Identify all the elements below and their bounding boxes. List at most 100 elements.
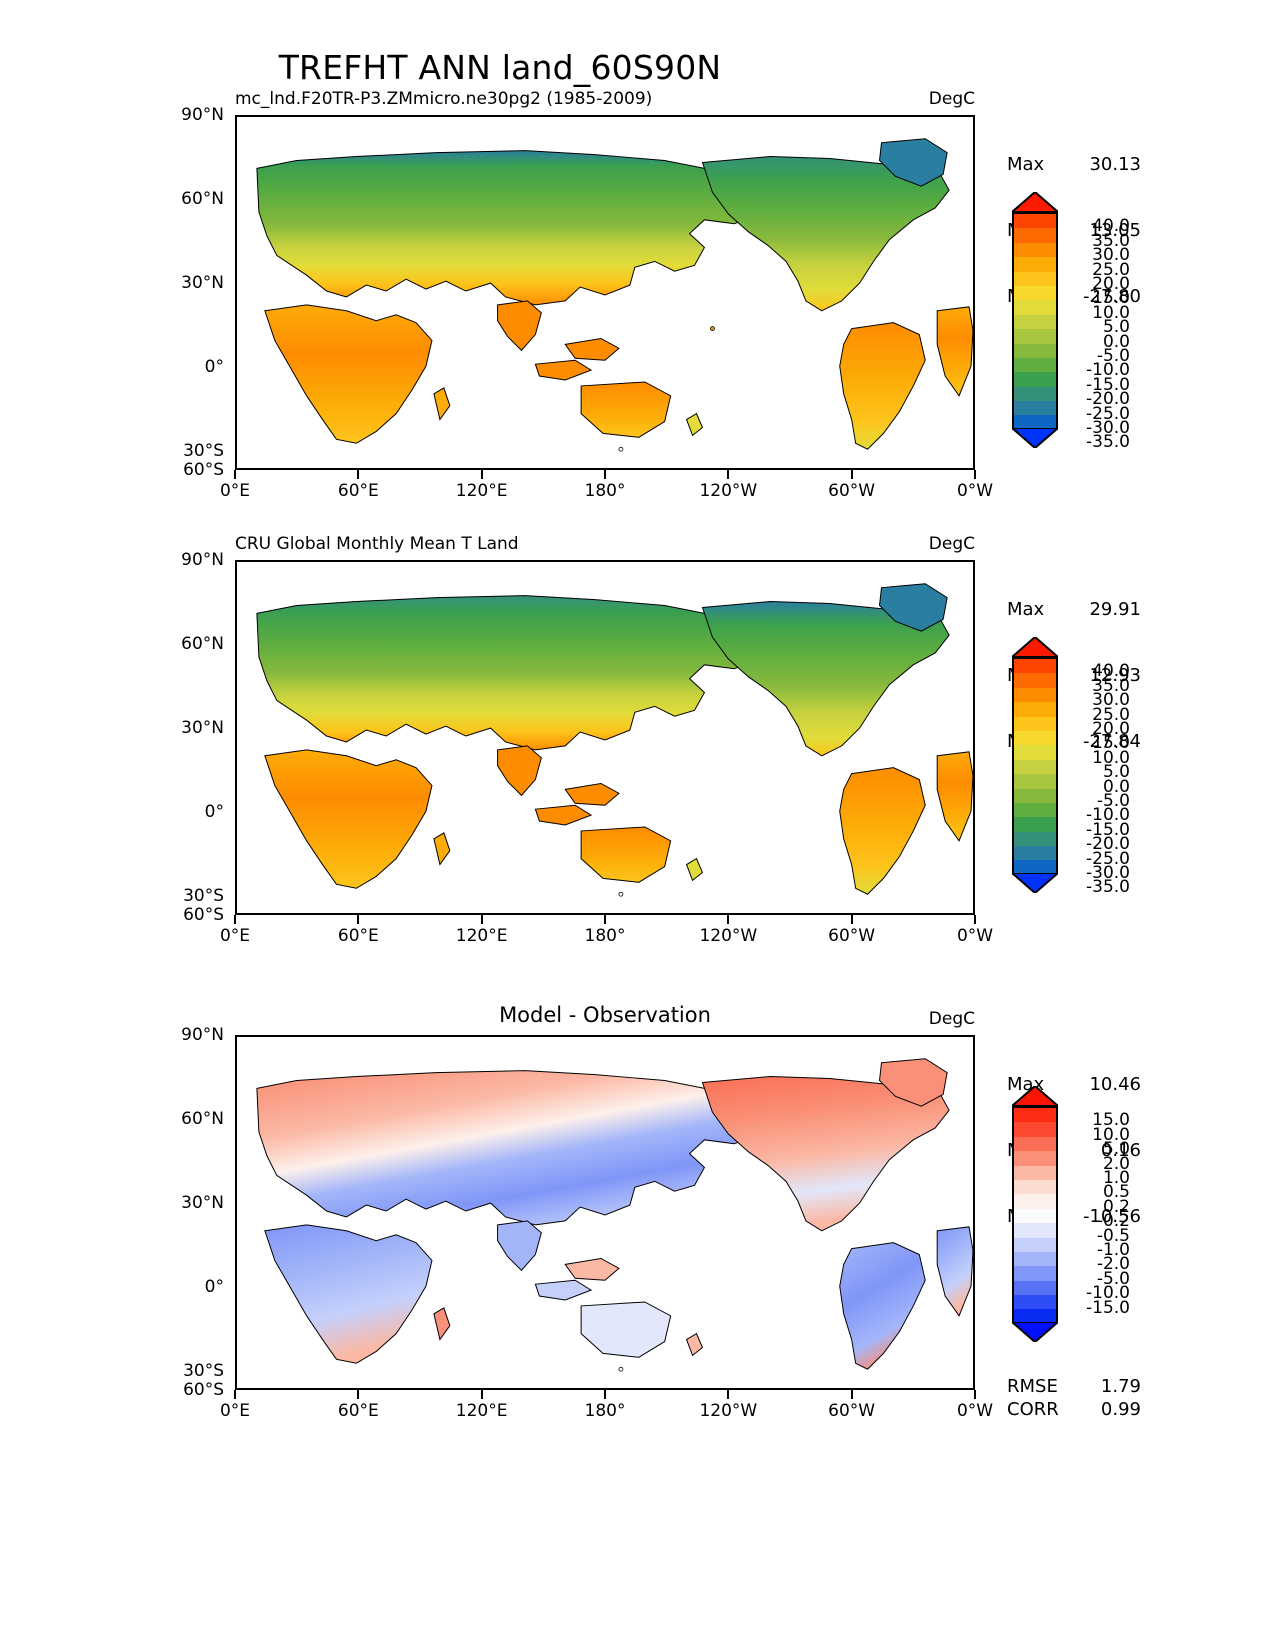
colorbar-segment: [1014, 1108, 1056, 1123]
colorbar-tick-label: -15.0: [1086, 374, 1130, 395]
colorbar-tick-label: 10.0: [1092, 302, 1130, 323]
colorbar-tick-label: -35.0: [1086, 432, 1130, 453]
colorbar-segment: [1014, 1136, 1056, 1152]
colorbar-tick-label: -0.2: [1096, 1211, 1130, 1232]
colorbar-tick-label: -5.0: [1096, 1268, 1130, 1289]
colorbar-segment: [1014, 415, 1056, 430]
colorbar-extend-max: [1012, 192, 1058, 212]
colorbar-segment: [1014, 357, 1056, 373]
xtick-label: 60°E: [337, 926, 379, 946]
colorbar-tick-label: 20.0: [1092, 274, 1130, 294]
colorbar-tick-label: -20.0: [1086, 834, 1130, 855]
colorbar-segment: [1014, 1179, 1056, 1195]
footer-stats-difference: RMSE 1.79 CORR 0.99: [1007, 1375, 1141, 1421]
map-render-model: [256, 138, 973, 452]
colorbar-segment: [1014, 788, 1056, 803]
colorbar-tick-label: 15.0: [1092, 288, 1130, 309]
colorbar-temperature-model[interactable]: 40.0 35.0 30.0 25.0 20.0 15.0 10.0 5.0 0.0 -5.0 -1…: [1012, 192, 1202, 474]
xtick-label: 60°E: [337, 1401, 379, 1421]
colorbar-segment: [1014, 1208, 1056, 1224]
xtick-label: 0°E: [219, 926, 251, 946]
colorbar-tick-label: -10.0: [1086, 360, 1130, 381]
stat-value: 29.91: [1089, 599, 1141, 620]
colorbar-segment: [1014, 1280, 1056, 1296]
map-canvas-observation[interactable]: [235, 560, 975, 915]
xaxis-model: 0°E 60°E 120°E 180° 120°W 60°W 0°W: [220, 115, 993, 501]
colorbar-tick-label: 25.0: [1092, 259, 1130, 280]
colorbar-extend-max: [1012, 637, 1058, 657]
ytick-label: 0°: [204, 1277, 224, 1297]
colorbar-temperature-observation[interactable]: 40.0 35.0 30.0 25.0 20.0 15.0 10.0 5.0 0.0 -5.0 -1…: [1012, 637, 1202, 919]
xtick-label: 0°E: [219, 481, 251, 501]
panel-header-left: CRU Global Monthly Mean T Land: [235, 534, 519, 554]
colorbar-segment: [1014, 228, 1056, 243]
colorbar-tick-label: -2.0: [1096, 1254, 1130, 1275]
ytick-label: 60°N: [181, 634, 224, 654]
xtick-label: 120°W: [699, 1401, 758, 1421]
colorbar-segment: [1014, 271, 1056, 286]
colorbar-segment: [1014, 817, 1056, 832]
colorbar-tick-label: -1.0: [1096, 1240, 1130, 1260]
ytick-label: 0°: [204, 802, 224, 822]
colorbar-tick-label: 40.0: [1092, 661, 1130, 682]
xtick-label: 180°: [584, 926, 626, 946]
colorbar-tick-label: 5.0: [1102, 762, 1130, 783]
colorbar-body: [1012, 657, 1058, 875]
xtick-label: 0°W: [956, 926, 994, 946]
colorbar-segment: [1014, 1266, 1056, 1281]
colorbar-tick-label: -20.0: [1086, 389, 1130, 410]
colorbar-segment: [1014, 329, 1056, 344]
xtick-label: 0°W: [956, 1401, 994, 1421]
map-render-difference: [256, 1058, 973, 1372]
xtick-label: 180°: [584, 1401, 626, 1421]
colorbar-tick-label: -5.0: [1096, 346, 1130, 366]
colorbar-extend-min: [1012, 1322, 1058, 1342]
colorbar-tick-label: 0.0: [1102, 776, 1130, 797]
ytick-label: 90°N: [181, 105, 224, 125]
xtick-label: 120°W: [699, 481, 758, 501]
ytick-label: 30°N: [181, 1193, 224, 1213]
map-canvas-model[interactable]: [235, 115, 975, 470]
colorbar-segment: [1014, 730, 1056, 746]
colorbar-segment: [1014, 1223, 1056, 1238]
stat-value: -10.56: [1082, 1206, 1141, 1227]
colorbar-difference[interactable]: 15.0 10.0 5.0 2.0 1.0 0.5 0.2 -0.2 -0.5 -1.0 -2.0-…: [1012, 1086, 1202, 1348]
colorbar-segment: [1014, 1122, 1056, 1137]
stat-key: Max: [1007, 154, 1045, 175]
map-render-observation: [256, 583, 973, 897]
colorbar-tick-label: 1.0: [1102, 1168, 1130, 1188]
ytick-label: 60°S: [183, 460, 224, 480]
colorbar-segment: [1014, 774, 1056, 789]
xtick-label: 120°E: [455, 926, 508, 946]
ytick-label: 30°S: [183, 886, 224, 906]
colorbar-tick-label: -25.0: [1086, 403, 1130, 424]
colorbar-tick-label: 0.5: [1102, 1182, 1130, 1203]
xaxis-observation: 0°E 60°E 120°E 180° 120°W 60°W 0°W: [220, 560, 993, 946]
ytick-label: 0°: [204, 357, 224, 377]
colorbar-tick-label: 10.0: [1092, 747, 1130, 768]
ytick-label: 60°S: [183, 905, 224, 925]
xtick-label: 60°E: [337, 481, 379, 501]
ytick-label: 90°N: [181, 550, 224, 570]
colorbar-segment: [1014, 1194, 1056, 1209]
colorbar-extend-max: [1012, 1086, 1058, 1106]
colorbar-tick-label: -25.0: [1086, 848, 1130, 869]
colorbar-tick-label: 15.0: [1092, 733, 1130, 754]
colorbar-segment: [1014, 831, 1056, 847]
colorbar-segment: [1014, 242, 1056, 258]
ytick-label: 60°S: [183, 1380, 224, 1400]
colorbar-segment: [1014, 314, 1056, 330]
colorbar-segment: [1014, 659, 1056, 674]
xtick-label: 60°W: [828, 1401, 876, 1421]
colorbar-segment: [1014, 759, 1056, 775]
footer-stat-key: CORR: [1007, 1399, 1059, 1420]
colorbar-tick-label: 35.0: [1092, 230, 1130, 251]
map-canvas-difference[interactable]: [235, 1035, 975, 1390]
colorbar-tick-label: 0.0: [1102, 331, 1130, 352]
stat-value: 10.46: [1089, 1074, 1141, 1095]
stat-value: -27.84: [1082, 731, 1141, 752]
footer-stat-key: RMSE: [1007, 1376, 1058, 1397]
colorbar-segment: [1014, 1309, 1056, 1324]
colorbar-segment: [1014, 745, 1056, 760]
colorbar-body: [1012, 212, 1058, 430]
